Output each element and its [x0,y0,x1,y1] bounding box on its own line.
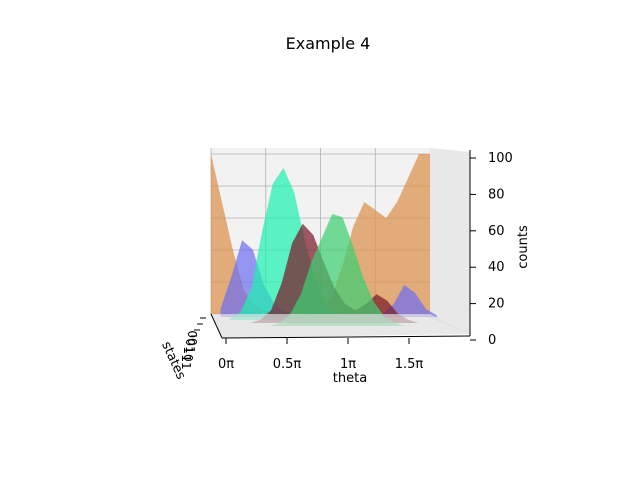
y-tick-label: 11 [179,354,193,369]
x-tick-label: 1π [340,357,356,372]
x-tick-label: 1.5π [395,357,424,372]
x-axis-label: theta [333,371,367,386]
series-area-00 [211,154,430,314]
series-area-11 [249,214,457,326]
x-axis-line [221,335,471,339]
x-tick-label: 0π [218,357,234,372]
z-tick-label: 40 [488,260,505,275]
floor-pane [211,314,470,338]
series-layer [211,154,457,326]
y-axis-line [210,313,223,339]
y-tick-label: 00 [185,330,199,345]
y-tick-label: 10 [181,346,195,361]
series-area-11 [239,223,451,323]
z-tick-label: 20 [488,297,505,312]
side-pane [430,148,470,334]
z-axis-label: counts [516,225,531,269]
y-tick-label: 01 [183,338,197,353]
z-tick-label: 80 [488,187,505,202]
x-ticks: 0π 0.5π 1π 1.5π [218,338,423,372]
z-tick-label: 100 [488,151,513,166]
z-ticks: 0 20 40 60 80 100 [470,151,513,348]
z-tick-label: 60 [488,224,505,239]
z-tick-label: 0 [488,333,496,348]
chart-title: Example 4 [286,34,371,53]
x-tick-label: 0.5π [273,357,302,372]
